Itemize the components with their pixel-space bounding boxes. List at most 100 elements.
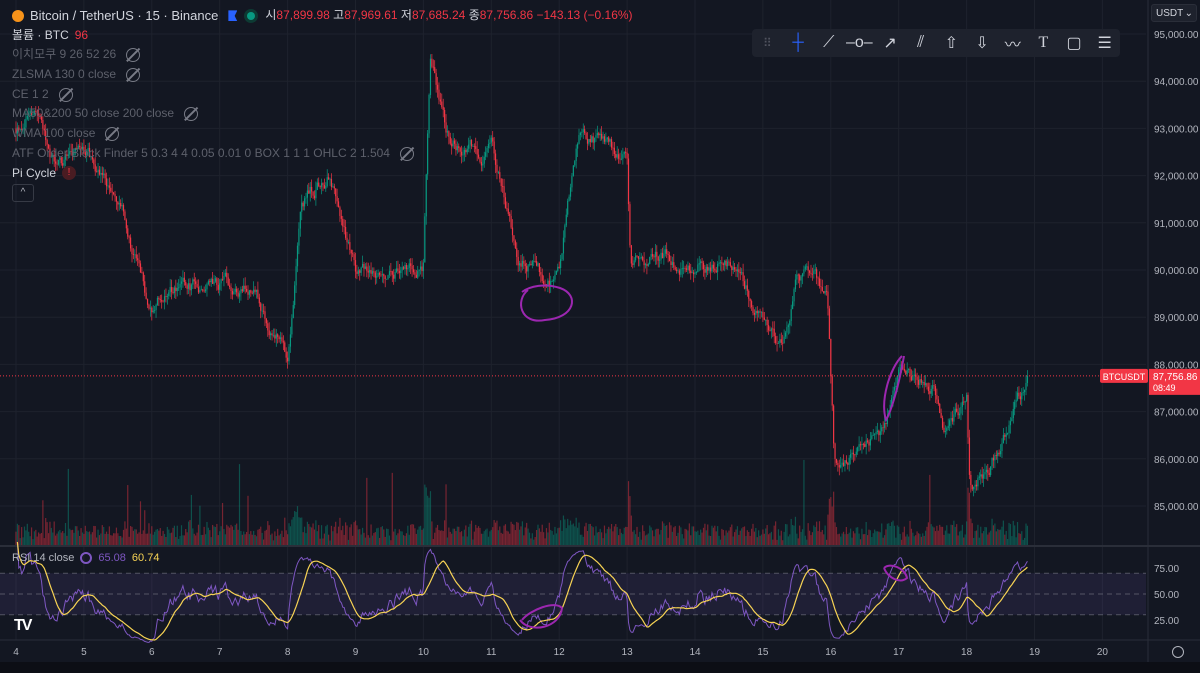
volume-bar <box>919 533 921 545</box>
hidden-eye-icon[interactable] <box>126 67 141 82</box>
candle <box>289 334 292 347</box>
hidden-eye-icon[interactable] <box>399 146 414 161</box>
hidden-eye-icon[interactable] <box>126 48 141 63</box>
candle <box>659 259 661 261</box>
price-tick-label: 91,000.00 <box>1154 219 1199 230</box>
volume-label[interactable]: 볼륨 · BTC <box>12 27 69 42</box>
volume-bar <box>618 535 620 545</box>
volume-bar <box>159 528 161 545</box>
arrow-up-icon[interactable]: ⇧ <box>944 35 959 52</box>
symbol-title[interactable]: Bitcoin / TetherUS · 15 · Binance <box>30 8 219 23</box>
indicator-ce[interactable]: CE 1 2 <box>12 86 49 101</box>
volume-bar <box>295 511 297 545</box>
volume-bar <box>128 536 130 545</box>
volume-bar <box>717 526 719 545</box>
candle <box>875 431 877 435</box>
indicator-wma[interactable]: WMA 100 close <box>12 126 96 141</box>
volume-bar <box>711 525 713 545</box>
candle <box>558 266 560 268</box>
volume-bar <box>408 534 410 545</box>
volume-bar <box>840 536 842 545</box>
hidden-eye-icon[interactable] <box>105 126 120 141</box>
volume-bar <box>924 530 927 545</box>
more-tools-icon[interactable]: ☰ <box>1097 35 1112 52</box>
volume-bar <box>494 522 497 545</box>
volume-bar <box>943 534 945 545</box>
candle <box>1002 435 1004 444</box>
volume-bar <box>62 531 64 545</box>
volume-bar <box>893 525 896 545</box>
parallel-channel-icon[interactable]: ⫽ <box>917 34 925 51</box>
indicator-order-block[interactable]: ATF Order Block Finder 5 0.3 4 4 0.05 0.… <box>12 145 390 160</box>
volume-bar <box>449 531 451 545</box>
candle <box>830 339 832 377</box>
volume-bar <box>619 528 621 545</box>
warning-icon[interactable]: ! <box>62 166 77 181</box>
arrow-line-icon[interactable]: ↗ <box>883 35 897 52</box>
candle <box>117 201 119 205</box>
settings-gear-icon[interactable] <box>1172 646 1184 658</box>
candle <box>460 151 463 156</box>
candle <box>746 285 748 291</box>
indicator-ma[interactable]: MA50&200 50 close 200 close <box>12 106 175 121</box>
candle <box>639 258 641 259</box>
rsi-label[interactable]: RSI 14 close <box>12 552 75 564</box>
currency-select[interactable]: USDT ⌄ <box>1151 4 1197 22</box>
indicator-zlsma[interactable]: ZLSMA 130 0 close <box>12 67 117 82</box>
volume-bar <box>380 527 382 545</box>
volume-bar <box>496 520 498 545</box>
volume-bar <box>616 527 618 545</box>
volume-bar <box>253 530 255 545</box>
candle <box>644 264 647 266</box>
candle <box>138 259 140 264</box>
volume-bar <box>1004 534 1006 545</box>
hidden-eye-icon[interactable] <box>184 107 199 122</box>
volume-bar <box>118 536 120 545</box>
candle <box>526 266 528 272</box>
volume-bar <box>627 481 630 545</box>
candle <box>865 440 867 447</box>
candle <box>919 379 921 385</box>
crosshair-icon[interactable]: ┼ <box>792 34 804 51</box>
volume-bar <box>22 537 24 545</box>
time-tick-label: 13 <box>622 647 634 658</box>
volume-bar <box>947 533 949 545</box>
candle <box>585 133 587 139</box>
volume-bar <box>363 532 365 545</box>
indicator-pi-cycle[interactable]: Pi Cycle <box>12 165 57 180</box>
candle <box>678 270 681 275</box>
tradingview-logo[interactable]: TV <box>14 617 33 634</box>
collapse-legend-button[interactable]: ^ <box>12 184 34 203</box>
candle <box>999 451 1002 455</box>
volume-bar <box>233 529 235 545</box>
volume-bar <box>868 529 870 545</box>
volume-bar <box>469 523 471 545</box>
hidden-eye-icon[interactable] <box>58 87 73 102</box>
indicator-ichimoku[interactable]: 이치모쿠 9 26 52 26 <box>12 47 117 62</box>
volume-bar <box>1011 536 1013 545</box>
volume-bar <box>493 520 495 545</box>
volume-bar <box>442 531 444 545</box>
volume-bar <box>479 527 481 545</box>
volume-bar <box>142 530 144 545</box>
candle <box>489 142 491 144</box>
flag-icon[interactable] <box>228 10 238 22</box>
volume-bar <box>101 525 103 545</box>
volume-bar <box>1001 526 1003 545</box>
path-icon[interactable]: 〰 <box>1004 37 1021 54</box>
volume-bar <box>171 532 173 545</box>
candle <box>238 293 241 297</box>
arrow-down-icon[interactable]: ⇩ <box>975 35 989 52</box>
candle <box>811 273 814 275</box>
candle <box>125 220 127 229</box>
volume-bar <box>622 534 624 545</box>
text-icon[interactable]: T <box>1038 34 1049 51</box>
candle <box>992 457 995 461</box>
callout-icon[interactable]: ▢ <box>1066 35 1082 52</box>
trend-line-icon[interactable]: ⟋ <box>823 34 835 51</box>
volume-bar <box>257 529 259 545</box>
volume-bar <box>763 533 765 545</box>
horizontal-line-icon[interactable]: –o– <box>846 34 873 51</box>
drag-handle-icon[interactable]: ⠿ <box>762 36 772 50</box>
